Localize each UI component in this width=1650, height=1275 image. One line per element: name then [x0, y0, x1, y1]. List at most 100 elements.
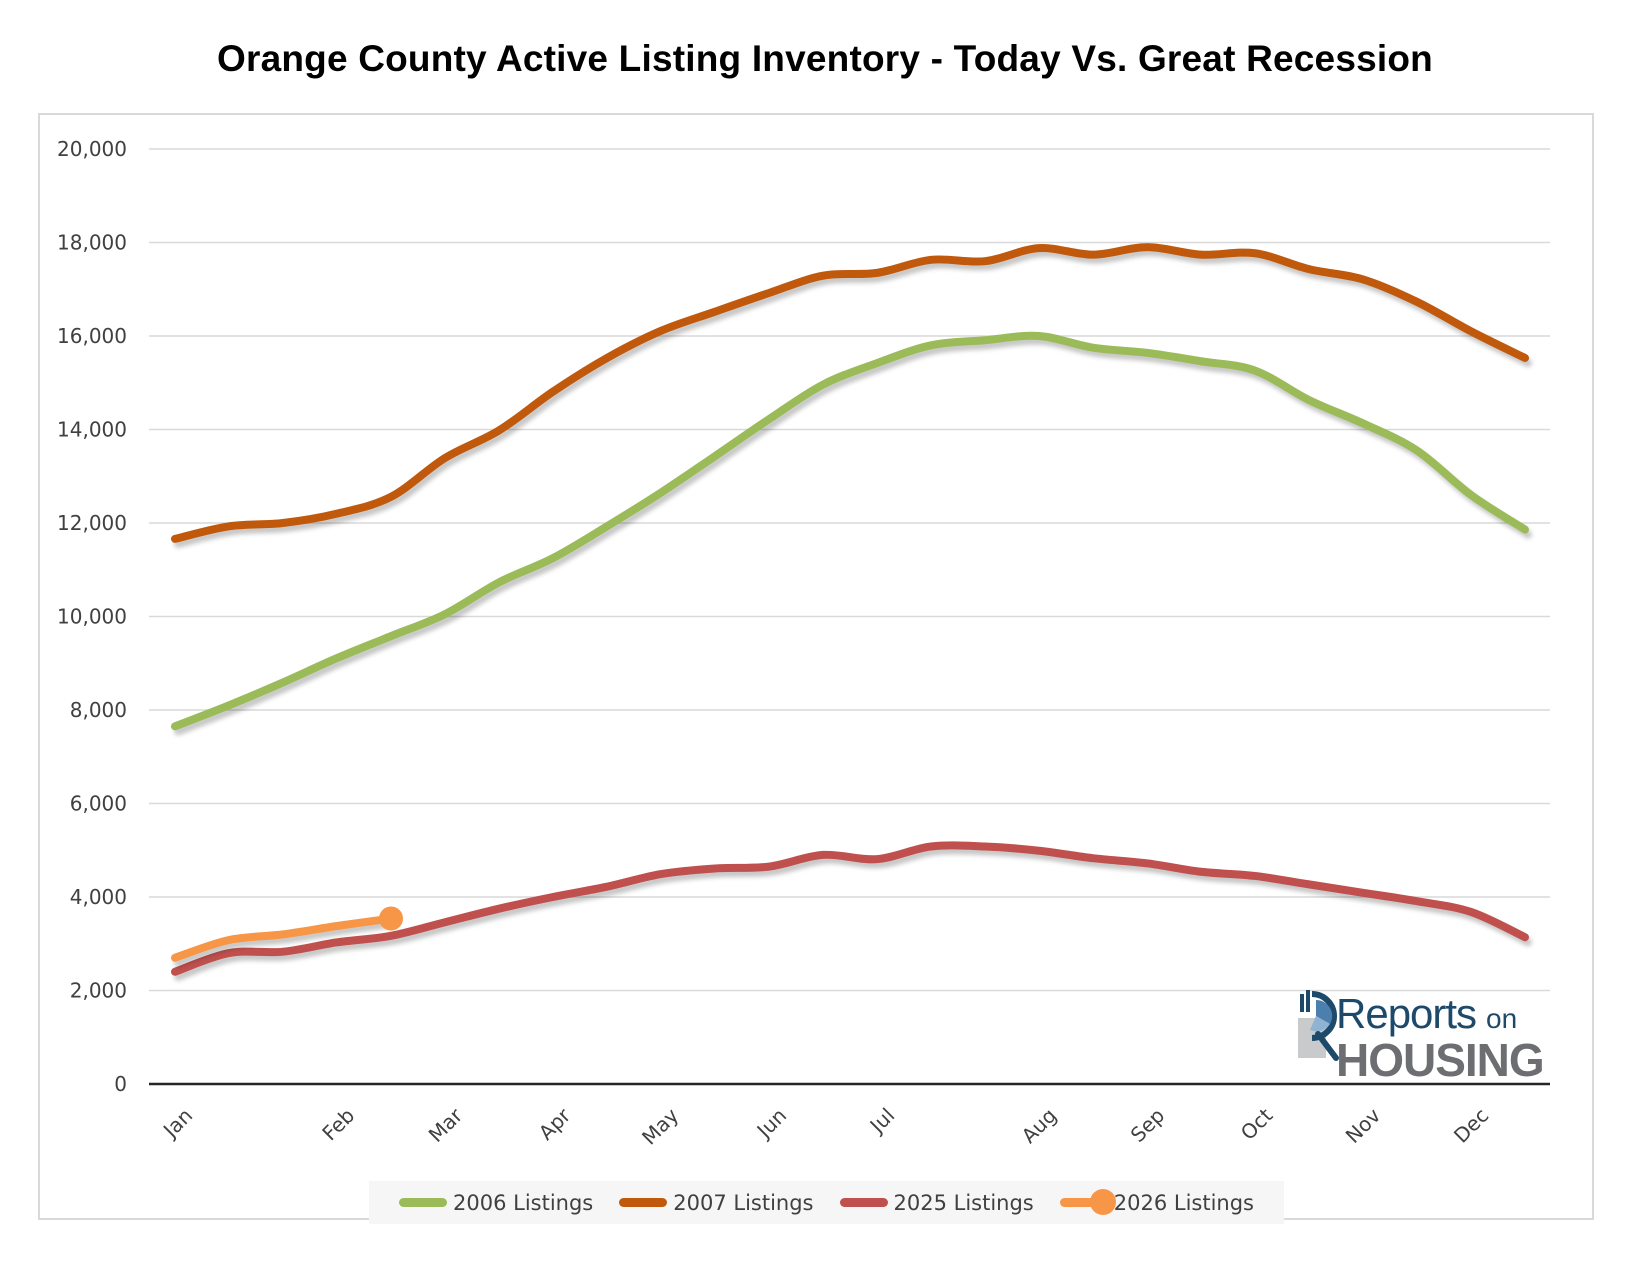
- series-lines: [171, 243, 1532, 981]
- data-point-2007-listings: [1035, 244, 1043, 252]
- logo-text-on: on: [1486, 1003, 1517, 1034]
- legend-item-2007[interactable]: 2007 Listings: [619, 1190, 814, 1215]
- data-point-2025-listings: [1035, 847, 1043, 855]
- data-point-2025-listings: [387, 932, 395, 940]
- y-tick-label: 18,000: [57, 231, 127, 255]
- data-point-2006-listings: [819, 381, 827, 389]
- gridlines: [149, 148, 1550, 992]
- x-tick-label: Sep: [1126, 1103, 1170, 1147]
- x-tick-label: May: [637, 1103, 683, 1149]
- data-point-2026-listings: [171, 954, 179, 962]
- y-tick-label: 0: [114, 1072, 127, 1096]
- data-point-2006-listings: [603, 522, 611, 530]
- series-shadow-2006-listings: [174, 336, 1532, 736]
- data-point-2007-listings: [1089, 251, 1097, 259]
- data-point-2006-listings: [1197, 357, 1205, 365]
- legend-label-2007: 2007 Listings: [673, 1190, 814, 1215]
- data-point-2007-listings: [171, 535, 179, 543]
- legend-label-2006: 2006 Listings: [453, 1190, 594, 1215]
- data-point-2006-listings: [657, 489, 665, 497]
- legend-item-2006[interactable]: 2006 Listings: [399, 1191, 593, 1215]
- data-point-2006-listings: [1035, 332, 1043, 340]
- x-tick-label: Apr: [534, 1103, 576, 1145]
- y-tick-label: 2,000: [70, 979, 127, 1003]
- data-point-2006-listings: [1413, 447, 1421, 455]
- legend-swatch-2026: [1059, 1189, 1116, 1215]
- data-point-2007-listings: [603, 354, 611, 362]
- data-point-2025-listings: [441, 918, 449, 926]
- data-point-2025-listings: [1251, 872, 1259, 880]
- data-point-2006-listings: [1305, 396, 1313, 404]
- x-tick-label: Jun: [751, 1103, 791, 1143]
- data-point-2006-listings: [1089, 344, 1097, 352]
- series-line-2025-listings: [171, 841, 1529, 976]
- y-tick-label: 10,000: [57, 605, 127, 629]
- legend-item-2025[interactable]: 2025 Listings: [839, 1190, 1034, 1215]
- x-tick-label: Nov: [1341, 1103, 1386, 1148]
- data-point-2007-listings: [1467, 327, 1475, 335]
- y-axis-tick-labels: 0 2,000 4,000 6,000 8,000 10,000 12,000 14,000 1…: [57, 137, 127, 1096]
- legend-marker-2026: [1089, 1189, 1116, 1215]
- y-tick-label: 4,000: [70, 885, 127, 909]
- logo-text-reports: Reports: [1336, 990, 1476, 1037]
- legend-item-2026[interactable]: 2026 Listings: [1059, 1189, 1254, 1215]
- y-tick-label: 20,000: [57, 137, 127, 161]
- data-point-2025-listings: [333, 938, 341, 946]
- data-point-2006-listings: [1521, 526, 1529, 534]
- legend: 2006 Listings 2007 Listings 2025 Listing…: [369, 1181, 1284, 1224]
- chart-title: Orange County Active Listing Inventory -…: [217, 38, 1433, 79]
- data-point-2007-listings: [225, 522, 233, 530]
- legend-label-2026: 2026 Listings: [1113, 1190, 1254, 1215]
- data-point-2007-listings: [927, 256, 935, 264]
- data-point-2006-listings: [873, 359, 881, 367]
- data-point-2026-listings: [225, 936, 233, 944]
- series-line-2026-listings: [171, 914, 395, 962]
- data-point-2007-listings: [657, 327, 665, 335]
- data-point-2007-listings: [1413, 298, 1421, 306]
- data-point-2007-listings: [1521, 354, 1529, 362]
- data-point-2007-listings: [981, 257, 989, 265]
- data-point-2025-listings: [1305, 880, 1313, 888]
- data-point-2007-listings: [819, 272, 827, 280]
- data-point-2006-listings: [1143, 349, 1151, 357]
- data-point-2006-listings: [711, 452, 719, 460]
- y-tick-label: 12,000: [57, 511, 127, 535]
- data-point-2026-listings: [279, 930, 287, 938]
- series-shadow-2025-listings: [174, 846, 1532, 981]
- data-point-2007-listings: [711, 308, 719, 316]
- data-point-2025-listings: [819, 851, 827, 859]
- series-line-2007-listings: [171, 243, 1529, 543]
- data-point-2007-listings: [1359, 275, 1367, 283]
- data-point-2006-listings: [1467, 491, 1475, 499]
- data-point-2007-listings: [1251, 249, 1259, 257]
- x-tick-label: Aug: [1017, 1103, 1062, 1148]
- data-point-2025-listings: [657, 870, 665, 878]
- data-point-2006-listings: [1251, 367, 1259, 375]
- data-point-2007-listings: [441, 454, 449, 462]
- data-point-2006-listings: [441, 610, 449, 618]
- y-tick-label: 14,000: [57, 418, 127, 442]
- data-point-2007-listings: [279, 519, 287, 527]
- chart-area: [38, 113, 1594, 1220]
- data-point-2025-listings: [1089, 854, 1097, 862]
- data-point-2025-listings: [1143, 859, 1151, 867]
- data-point-2025-listings: [279, 948, 287, 956]
- logo-icon: [1298, 990, 1339, 1061]
- x-tick-label: Feb: [317, 1103, 359, 1145]
- x-axis-tick-labels: Jan Feb Mar Apr May Jun Jul Aug Sep Oct Nov Dec: [157, 1103, 1493, 1150]
- legend-swatch-2007: [619, 1198, 668, 1207]
- y-tick-label: 8,000: [70, 698, 127, 722]
- data-point-2007-listings: [873, 269, 881, 277]
- data-point-2007-listings: [495, 426, 503, 434]
- x-tick-label: Dec: [1449, 1103, 1493, 1147]
- data-point-2006-listings: [549, 554, 557, 562]
- legend-label-2025: 2025 Listings: [893, 1190, 1034, 1215]
- data-point-2007-listings: [1143, 243, 1151, 251]
- data-point-2007-listings: [333, 510, 341, 518]
- data-point-2025-listings: [495, 905, 503, 913]
- data-point-2025-listings: [171, 968, 179, 976]
- series-line-2006-listings: [171, 331, 1529, 731]
- data-point-2006-listings: [387, 632, 395, 640]
- data-point-2006-listings: [225, 701, 233, 709]
